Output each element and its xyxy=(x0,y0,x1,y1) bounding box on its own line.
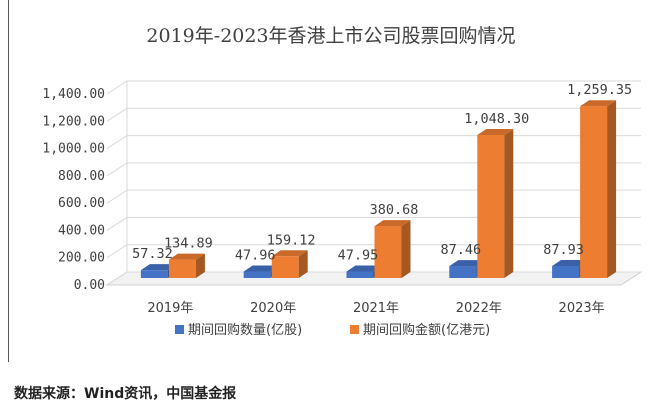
bar-side xyxy=(298,250,308,278)
x-axis: 2019年 2020年 2021年 2022年 2023年 xyxy=(147,301,604,316)
x-tick-label: 2023年 xyxy=(559,301,605,316)
y-tick-label: 1,200.00 xyxy=(42,114,105,129)
y-tick-label: 1,000.00 xyxy=(42,142,105,157)
bar-top xyxy=(580,100,617,107)
bar-amount xyxy=(477,128,514,278)
data-label: 1,048.30 xyxy=(464,111,529,127)
gridline xyxy=(106,135,641,149)
data-label: 57.32 xyxy=(132,246,173,262)
chart-title: 2019年-2023年香港上市公司股票回购情况 xyxy=(146,25,515,47)
x-tick-label: 2020年 xyxy=(250,301,296,316)
bar-amount xyxy=(580,100,617,278)
bar-front xyxy=(374,226,402,278)
gridline xyxy=(106,80,641,95)
bar-side xyxy=(401,220,411,278)
gridline xyxy=(106,162,641,177)
y-axis: 0.00 200.00 400.00 600.00 800.00 1,000.00 1,20… xyxy=(42,87,105,293)
x-tick-label: 2021年 xyxy=(353,301,399,316)
bar-side xyxy=(504,128,514,278)
bar-top xyxy=(140,264,177,271)
bar-front xyxy=(243,271,271,278)
legend-swatch xyxy=(350,325,359,334)
x-tick-label: 2022年 xyxy=(456,301,502,316)
legend-label: 期间回购金额(亿港元) xyxy=(363,322,490,338)
legend-swatch xyxy=(175,325,184,334)
bar-top xyxy=(374,220,411,227)
chart-frame: 2019年-2023年香港上市公司股票回购情况 0.00 200.00 400.00… xyxy=(8,0,657,362)
data-label: 134.89 xyxy=(164,236,213,252)
bar-top xyxy=(552,260,589,267)
y-tick-label: 400.00 xyxy=(58,223,105,238)
data-label: 47.95 xyxy=(338,247,379,263)
bar-top xyxy=(477,128,514,135)
x-tick-label: 2019年 xyxy=(147,301,193,316)
bar-side xyxy=(195,253,205,278)
bar-chart: 2019年-2023年香港上市公司股票回购情况 0.00 200.00 400.00… xyxy=(42,25,643,338)
bar-front xyxy=(271,256,299,278)
data-label: 380.68 xyxy=(370,202,419,218)
bar-amount xyxy=(374,220,411,278)
legend-label: 期间回购数量(亿股) xyxy=(188,322,302,338)
bar-top xyxy=(243,265,280,272)
y-tick-label: 200.00 xyxy=(58,251,105,266)
bar-top xyxy=(271,250,308,257)
y-tick-label: 600.00 xyxy=(58,196,105,211)
data-label: 87.46 xyxy=(440,242,481,258)
bar-series xyxy=(140,100,617,278)
gridline xyxy=(106,107,641,122)
bar-top xyxy=(346,265,383,272)
bar-front xyxy=(168,259,196,278)
bar-front xyxy=(449,266,477,278)
bar-front xyxy=(140,270,168,278)
bar-front xyxy=(580,106,608,278)
data-label: 47.96 xyxy=(235,247,276,263)
bar-top xyxy=(449,260,486,267)
bar-amount xyxy=(271,250,308,278)
bar-front xyxy=(477,134,505,278)
data-label: 87.93 xyxy=(543,242,584,258)
bar-side xyxy=(607,100,617,278)
legend: 期间回购数量(亿股) 期间回购金额(亿港元) xyxy=(175,322,490,338)
source-note: 数据来源：Wind资讯，中国基金报 xyxy=(14,386,237,402)
data-label: 159.12 xyxy=(267,232,316,248)
y-tick-label: 800.00 xyxy=(58,169,105,184)
bar-front xyxy=(552,266,580,278)
y-tick-label: 0.00 xyxy=(74,278,105,293)
bar-top xyxy=(168,253,205,260)
y-tick-label: 1,400.00 xyxy=(42,87,105,102)
bar-front xyxy=(346,271,374,278)
gridline xyxy=(106,216,641,231)
bar-amount xyxy=(168,253,205,278)
data-label: 1,259.35 xyxy=(567,82,632,98)
